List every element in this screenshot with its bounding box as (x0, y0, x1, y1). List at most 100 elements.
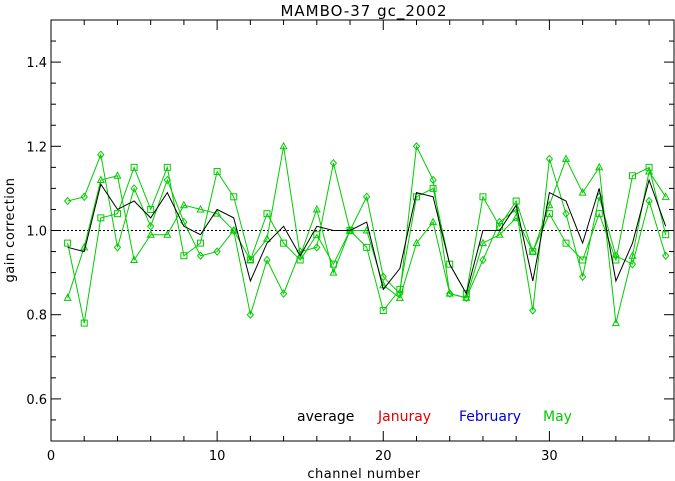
y-tick-label: 0.8 (26, 309, 47, 324)
triangle-marker (412, 238, 421, 247)
triangle-marker (279, 141, 288, 150)
triangle-marker (512, 213, 521, 221)
triangle-marker (63, 293, 72, 301)
x-axis-title: channel number (307, 467, 420, 481)
legend-item: February (459, 409, 521, 425)
triangle-marker (213, 209, 222, 217)
diamond-marker (63, 196, 72, 206)
square-marker (628, 172, 636, 180)
triangle-marker (495, 230, 504, 238)
diamond-marker (313, 243, 321, 252)
diamond-marker (263, 255, 271, 265)
diamond-marker (662, 251, 670, 261)
square-marker (263, 210, 271, 218)
diamond-marker (495, 217, 504, 227)
triangle-marker (528, 246, 537, 255)
diamond-marker (279, 289, 288, 298)
square-marker (64, 239, 72, 247)
series-line (67, 165, 667, 324)
triangle-marker (312, 204, 321, 213)
triangle-marker (246, 255, 255, 263)
triangle-marker (262, 234, 272, 242)
triangle-marker (113, 171, 122, 179)
diamond-marker (578, 272, 587, 282)
diamond-marker (446, 289, 454, 298)
triangle-marker (578, 188, 587, 196)
square-marker (230, 193, 238, 201)
x-tick-label: 10 (209, 449, 226, 464)
square-marker (379, 306, 387, 314)
series-layer (63, 141, 670, 327)
triangle-marker (329, 268, 338, 276)
square-marker (363, 243, 371, 251)
diamond-marker (213, 247, 221, 256)
diamond-marker (147, 222, 155, 231)
series-1-square (64, 163, 670, 327)
square-marker (130, 163, 138, 171)
diamond-marker (462, 293, 470, 303)
diamond-marker (545, 154, 554, 164)
legend-item: May (543, 409, 572, 425)
triangle-marker (146, 230, 155, 238)
y-tick-label: 1.0 (26, 225, 47, 240)
y-tick-label: 0.6 (26, 393, 47, 408)
triangle-marker (395, 293, 404, 301)
square-marker (446, 260, 454, 268)
triangle-marker (96, 175, 105, 183)
tick-labels: 0 10 20 30 0.6 0.8 1.0 1.2 1.4 (26, 56, 557, 464)
square-marker (429, 184, 437, 192)
triangle-marker (445, 289, 454, 297)
square-marker (163, 163, 171, 171)
triangle-marker (645, 166, 654, 175)
diamond-marker (479, 255, 487, 265)
square-marker (280, 239, 288, 247)
square-marker (147, 205, 155, 213)
legend: average Januray February May (297, 409, 572, 425)
diamond-marker (429, 175, 437, 185)
ticks (50, 20, 674, 441)
diamond-marker (412, 142, 421, 151)
diamond-marker (196, 251, 205, 261)
legend-item: average (297, 409, 354, 425)
triangle-marker (478, 238, 487, 247)
square-marker (113, 210, 121, 218)
square-marker (213, 168, 221, 176)
diamond-marker (362, 192, 371, 202)
square-marker (479, 193, 487, 201)
triangle-marker (545, 200, 554, 209)
y-tick-label: 1.4 (26, 56, 47, 71)
diamond-marker (80, 192, 88, 202)
triangle-marker (429, 217, 438, 226)
square-marker (80, 319, 88, 327)
triangle-marker (163, 230, 172, 238)
series-line (67, 144, 667, 315)
y-axis-title: gain correction (3, 177, 18, 282)
triangle-marker (628, 251, 637, 259)
square-marker (612, 256, 620, 264)
square-marker (595, 210, 603, 218)
x-tick-label: 20 (375, 449, 392, 464)
diamond-marker (562, 209, 570, 218)
triangle-marker (661, 192, 670, 200)
x-tick-label: 30 (541, 449, 558, 464)
square-marker (645, 163, 653, 171)
square-marker (562, 239, 570, 247)
triangle-marker (611, 318, 620, 327)
series-line (67, 146, 667, 324)
triangle-marker (179, 200, 188, 209)
diamond-marker (645, 196, 653, 206)
diamond-marker (612, 251, 620, 261)
triangle-marker (130, 255, 139, 263)
square-marker (180, 252, 188, 260)
triangle-marker (229, 225, 238, 234)
series-0-none (67, 178, 667, 295)
diamond-marker (113, 243, 122, 252)
diamond-marker (97, 150, 105, 159)
triangle-marker (462, 293, 471, 301)
series-line (67, 178, 667, 295)
square-marker (97, 214, 105, 222)
x-tick-label: 0 (47, 449, 55, 464)
triangle-marker (595, 162, 604, 171)
square-marker (662, 231, 670, 239)
